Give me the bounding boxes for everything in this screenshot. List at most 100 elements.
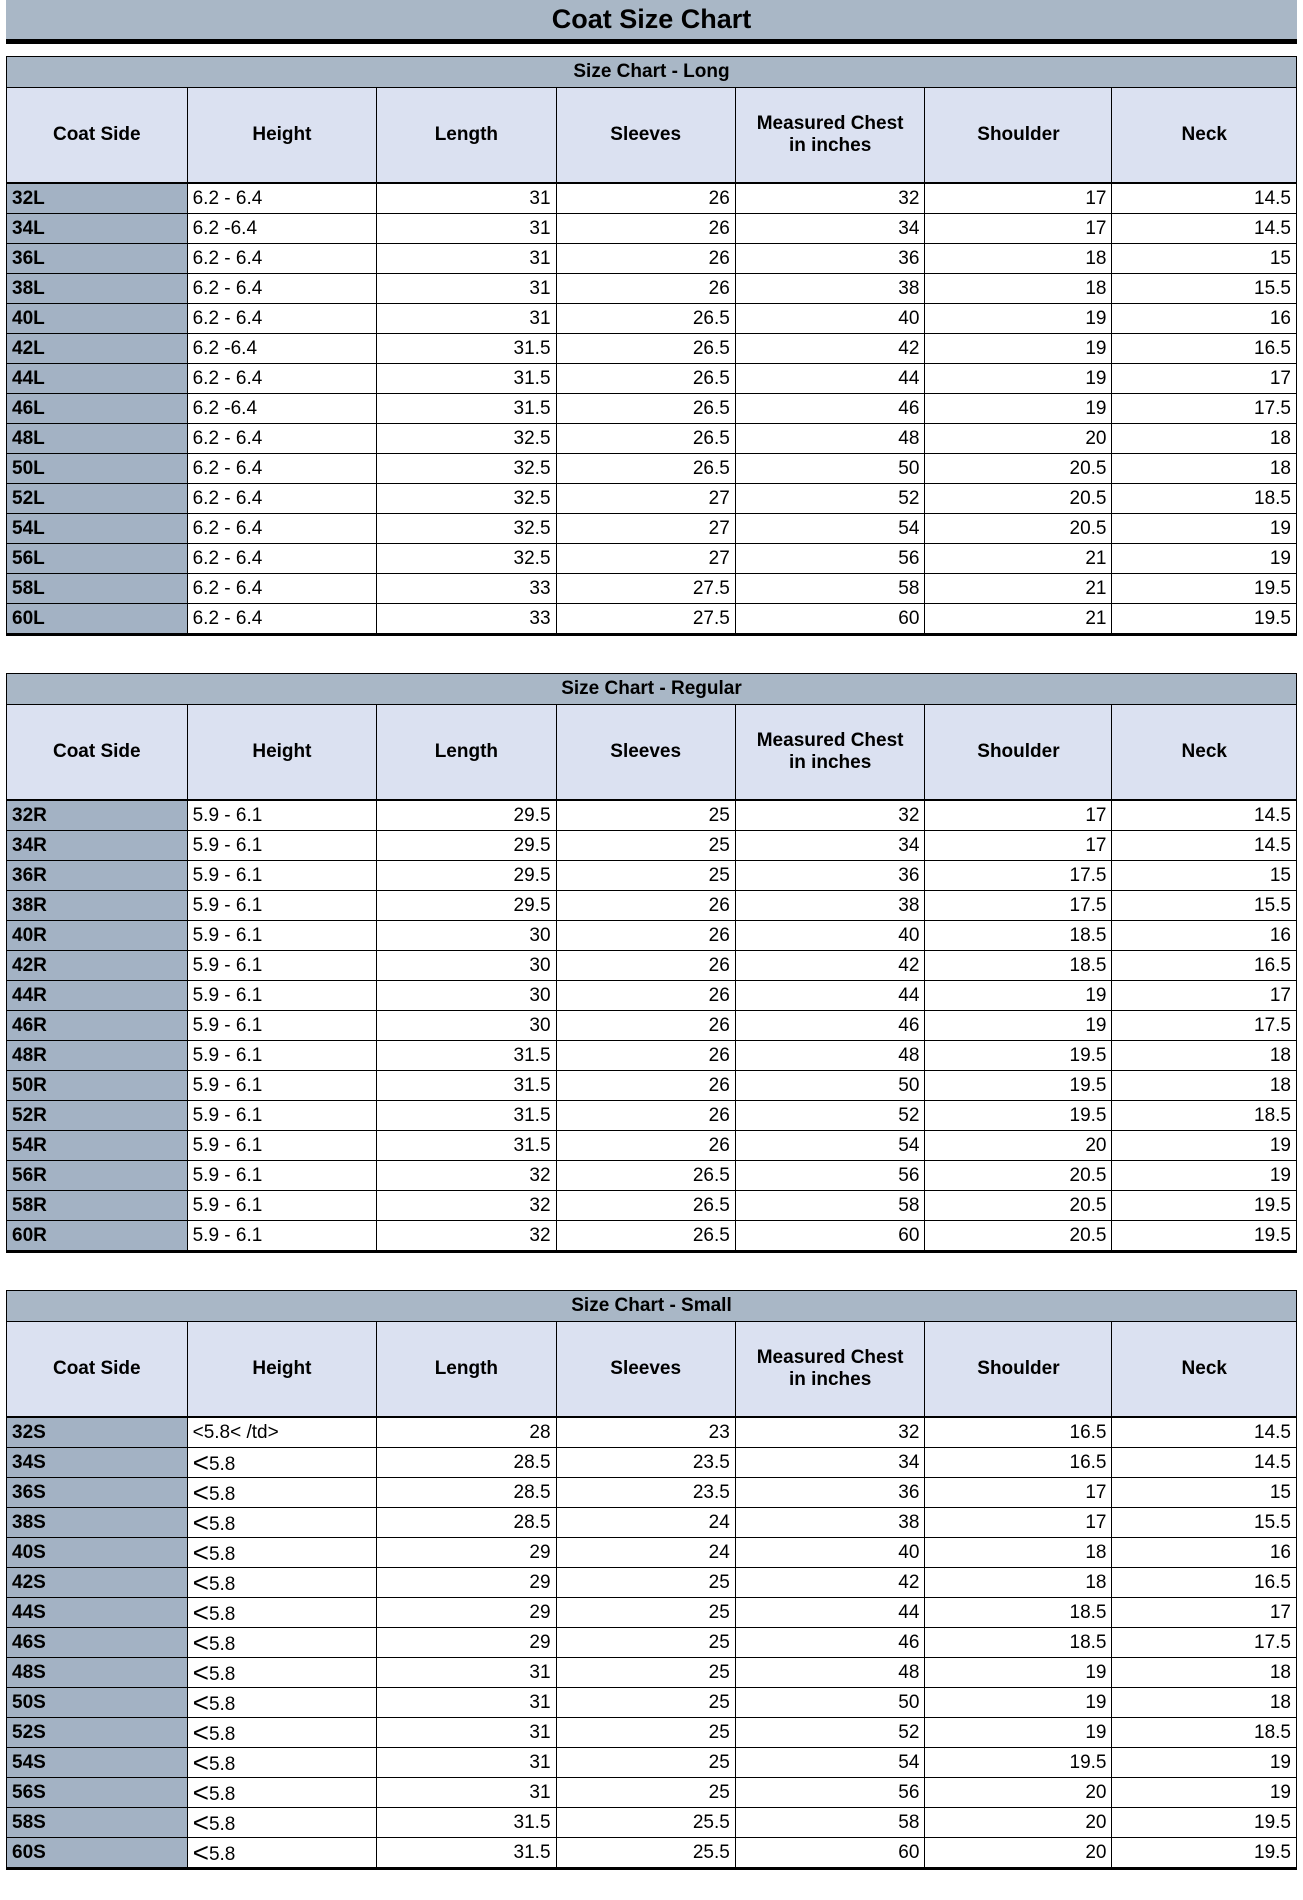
table-row: 46S <5.8 29 25 46 18.5 17.5: [6, 1627, 1297, 1658]
height-cell: <5.8: [186, 1657, 378, 1688]
less-than-glyph: <: [192, 1597, 209, 1628]
column-header: Length: [376, 87, 557, 184]
table-row: 54L 6.2 - 6.4 32.5 27 54 20.5 19: [6, 513, 1297, 544]
value-cell: 16: [1111, 303, 1297, 334]
value-cell: 26: [555, 1010, 736, 1041]
value-cell: 20.5: [924, 483, 1113, 514]
coat-size-cell: 52R: [6, 1100, 188, 1131]
value-cell: 16.5: [924, 1447, 1113, 1478]
value-cell: 52: [734, 483, 926, 514]
height-cell: 5.9 - 6.1: [186, 980, 378, 1011]
value-cell: 21: [924, 573, 1113, 604]
coat-size-cell: 40L: [6, 303, 188, 334]
table-row: 46R 5.9 - 6.1 30 26 46 19 17.5: [6, 1010, 1297, 1041]
value-cell: 26.5: [555, 1190, 736, 1221]
value-cell: 27: [555, 543, 736, 574]
value-cell: 26: [555, 1040, 736, 1071]
value-cell: 29: [376, 1567, 557, 1598]
table-row: 42R 5.9 - 6.1 30 26 42 18.5 16.5: [6, 950, 1297, 981]
value-cell: 18: [924, 243, 1113, 274]
column-header: Neck: [1111, 87, 1297, 184]
value-cell: 17: [1111, 980, 1297, 1011]
value-cell: 60: [734, 603, 926, 635]
less-than-glyph: <: [192, 1807, 209, 1838]
coat-size-cell: 34R: [6, 830, 188, 861]
value-cell: 42: [734, 950, 926, 981]
coat-size-cell: 36R: [6, 860, 188, 891]
column-header: Shoulder: [924, 704, 1113, 801]
column-header: Length: [376, 1321, 557, 1418]
value-cell: 31.5: [376, 1100, 557, 1131]
value-cell: 60: [734, 1220, 926, 1252]
value-cell: 17: [924, 799, 1113, 831]
coat-size-cell: 58L: [6, 573, 188, 604]
value-cell: 32.5: [376, 543, 557, 574]
coat-size-cell: 32S: [6, 1416, 188, 1448]
height-cell: 5.9 - 6.1: [186, 1070, 378, 1101]
value-cell: 18: [1111, 1657, 1297, 1688]
value-cell: 44: [734, 1597, 926, 1628]
section-title: Size Chart - Small: [6, 1290, 1297, 1322]
column-header: Sleeves: [555, 87, 736, 184]
table-row: 36R 5.9 - 6.1 29.5 25 36 17.5 15: [6, 860, 1297, 891]
value-cell: 19: [924, 1717, 1113, 1748]
height-cell: 5.9 - 6.1: [186, 1220, 378, 1252]
height-cell: 6.2 - 6.4: [186, 603, 378, 635]
height-cell: 5.9 - 6.1: [186, 799, 378, 831]
table-row: 50R 5.9 - 6.1 31.5 26 50 19.5 18: [6, 1070, 1297, 1101]
value-cell: 31.5: [376, 1837, 557, 1869]
column-header-row: Coat Side Height Length Sleeves Measured…: [6, 1321, 1297, 1418]
value-cell: 31: [376, 1777, 557, 1808]
value-cell: 29.5: [376, 830, 557, 861]
coat-size-cell: 50L: [6, 453, 188, 484]
value-cell: 18: [1111, 453, 1297, 484]
coat-size-cell: 60R: [6, 1220, 188, 1252]
value-cell: 19: [1111, 1130, 1297, 1161]
height-cell: 6.2 - 6.4: [186, 243, 378, 274]
coat-size-cell: 42L: [6, 333, 188, 364]
table-row: 60L 6.2 - 6.4 33 27.5 60 21 19.5: [6, 603, 1297, 635]
table-row: 36S <5.8 28.5 23.5 36 17 15: [6, 1477, 1297, 1508]
size-chart-long-table: Size Chart - Long Coat Side Height Lengt…: [6, 56, 1297, 636]
value-cell: 50: [734, 1687, 926, 1718]
table-row: 32L 6.2 - 6.4 31 26 32 17 14.5: [6, 182, 1297, 214]
value-cell: 17: [1111, 363, 1297, 394]
table-row: 58L 6.2 - 6.4 33 27.5 58 21 19.5: [6, 573, 1297, 604]
value-cell: 14.5: [1111, 1416, 1297, 1448]
coat-size-cell: 42R: [6, 950, 188, 981]
height-cell: <5.8: [186, 1627, 378, 1658]
value-cell: 32.5: [376, 423, 557, 454]
table-row: 46L 6.2 -6.4 31.5 26.5 46 19 17.5: [6, 393, 1297, 424]
value-cell: 26: [555, 890, 736, 921]
value-cell: 18: [924, 273, 1113, 304]
value-cell: 23: [555, 1416, 736, 1448]
value-cell: 32: [734, 1416, 926, 1448]
height-cell: 5.9 - 6.1: [186, 950, 378, 981]
coat-size-cell: 50S: [6, 1687, 188, 1718]
value-cell: 26.5: [555, 393, 736, 424]
height-cell: 6.2 -6.4: [186, 333, 378, 364]
coat-size-cell: 36L: [6, 243, 188, 274]
value-cell: 25: [555, 1597, 736, 1628]
height-cell: 6.2 - 6.4: [186, 543, 378, 574]
height-cell: 6.2 - 6.4: [186, 303, 378, 334]
column-header: Shoulder: [924, 1321, 1113, 1418]
value-cell: 31: [376, 243, 557, 274]
coat-size-cell: 56S: [6, 1777, 188, 1808]
value-cell: 17: [924, 182, 1113, 214]
value-cell: 31: [376, 182, 557, 214]
coat-size-cell: 48L: [6, 423, 188, 454]
column-header-row: Coat Side Height Length Sleeves Measured…: [6, 87, 1297, 184]
value-cell: 48: [734, 1040, 926, 1071]
table-row: 58R 5.9 - 6.1 32 26.5 58 20.5 19.5: [6, 1190, 1297, 1221]
value-cell: 31: [376, 303, 557, 334]
value-cell: 26: [555, 980, 736, 1011]
value-cell: 19.5: [1111, 603, 1297, 635]
height-cell: 6.2 - 6.4: [186, 453, 378, 484]
coat-size-cell: 48R: [6, 1040, 188, 1071]
value-cell: 32.5: [376, 513, 557, 544]
coat-size-cell: 54S: [6, 1747, 188, 1778]
coat-size-cell: 36S: [6, 1477, 188, 1508]
value-cell: 32.5: [376, 453, 557, 484]
page-title: Coat Size Chart: [551, 4, 752, 34]
